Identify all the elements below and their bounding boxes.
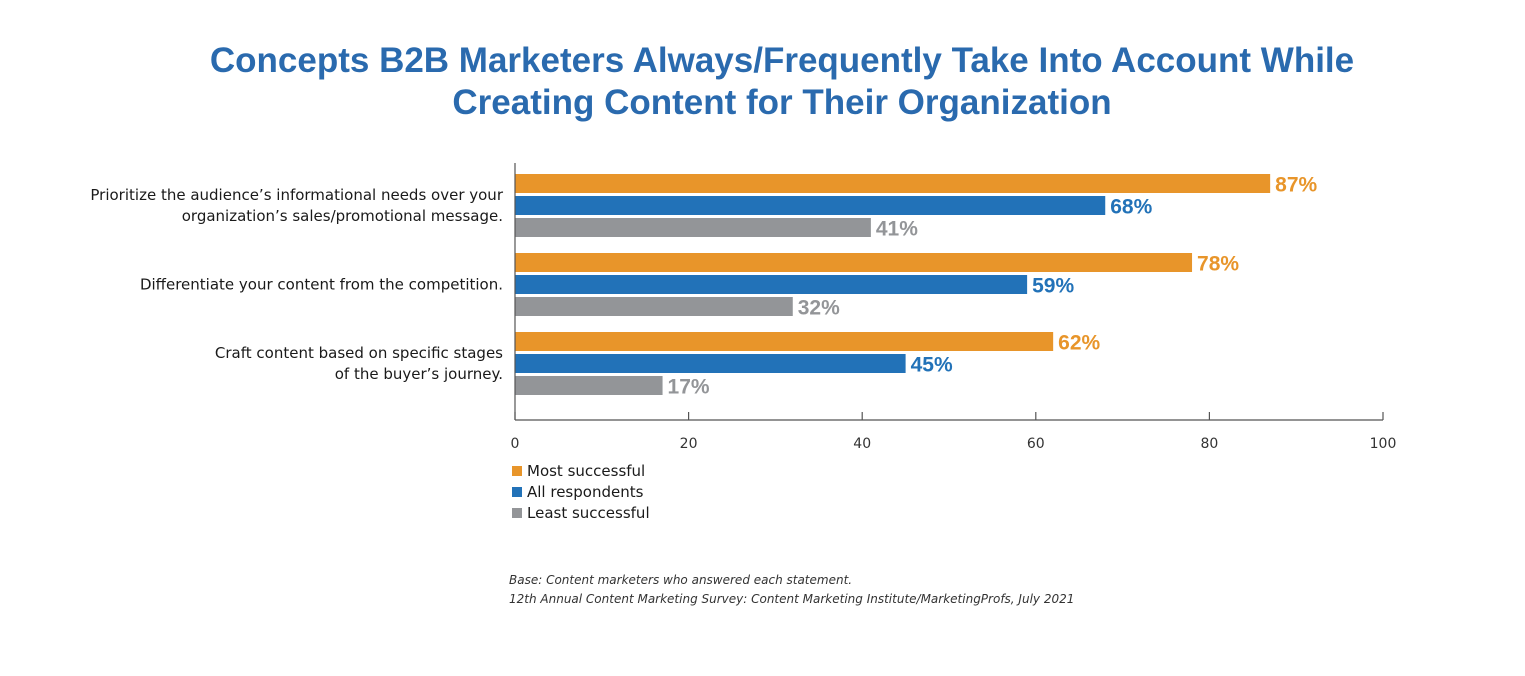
data-label-1-3: 41% bbox=[876, 218, 918, 241]
data-label-2-3: 32% bbox=[798, 297, 840, 320]
legend-swatch-1 bbox=[512, 466, 522, 476]
legend-swatch-3 bbox=[512, 508, 522, 518]
category-label-3-line-2: of the buyer’s journey. bbox=[335, 365, 503, 383]
chart-title-line-2: Creating Content for Their Organization bbox=[452, 83, 1111, 122]
legend: Most successful All respondents Least succ… bbox=[512, 462, 650, 522]
legend-label-1: Most successful bbox=[527, 462, 645, 480]
data-label-1-2: 68% bbox=[1110, 196, 1152, 219]
data-labels: 87% 68% 41% 78% 59% 32% 62% 45% 17% bbox=[668, 174, 1318, 399]
x-tick-label-20: 20 bbox=[680, 436, 698, 452]
chart-title: Concepts B2B Marketers Always/Frequently… bbox=[210, 41, 1354, 122]
bars bbox=[515, 174, 1271, 395]
x-tick-label-40: 40 bbox=[853, 436, 871, 452]
axes: 0 20 40 60 80 100 bbox=[511, 163, 1397, 452]
bar-2-2 bbox=[515, 275, 1028, 294]
bar-3-1 bbox=[515, 332, 1054, 351]
base-note: Base: Content marketers who answered eac… bbox=[509, 573, 852, 587]
bar-3-2 bbox=[515, 354, 906, 373]
data-label-2-1: 78% bbox=[1197, 253, 1239, 276]
category-label-3-line-1: Craft content based on specific stages bbox=[215, 344, 503, 362]
x-tick-label-100: 100 bbox=[1370, 436, 1397, 452]
x-tick-label-80: 80 bbox=[1200, 436, 1218, 452]
source-note: 12th Annual Content Marketing Survey: Co… bbox=[509, 592, 1074, 606]
category-label-1-line-2: organization’s sales/promotional message… bbox=[182, 207, 503, 225]
data-label-3-1: 62% bbox=[1058, 332, 1100, 355]
data-label-3-3: 17% bbox=[668, 376, 710, 399]
data-label-3-2: 45% bbox=[911, 354, 953, 377]
bar-2-1 bbox=[515, 253, 1193, 272]
chart-title-line-1: Concepts B2B Marketers Always/Frequently… bbox=[210, 41, 1354, 80]
bar-1-2 bbox=[515, 196, 1106, 215]
data-label-1-1: 87% bbox=[1275, 174, 1317, 197]
source-notes: Base: Content marketers who answered eac… bbox=[509, 573, 1074, 606]
bar-2-3 bbox=[515, 297, 793, 316]
legend-label-3: Least successful bbox=[527, 504, 650, 522]
data-label-2-2: 59% bbox=[1032, 275, 1074, 298]
bar-1-1 bbox=[515, 174, 1271, 193]
category-label-2-line-1: Differentiate your content from the comp… bbox=[140, 276, 503, 294]
bar-1-3 bbox=[515, 218, 871, 237]
category-label-1-line-1: Prioritize the audience’s informational … bbox=[90, 186, 503, 204]
legend-swatch-2 bbox=[512, 487, 522, 497]
bar-3-3 bbox=[515, 376, 663, 395]
x-tick-label-0: 0 bbox=[511, 436, 520, 452]
legend-label-2: All respondents bbox=[527, 483, 644, 501]
category-labels: Prioritize the audience’s informational … bbox=[90, 186, 503, 383]
x-tick-label-60: 60 bbox=[1027, 436, 1045, 452]
